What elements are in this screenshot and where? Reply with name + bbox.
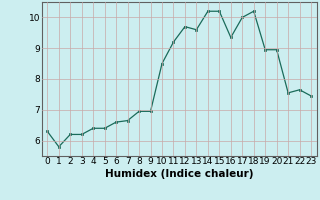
X-axis label: Humidex (Indice chaleur): Humidex (Indice chaleur) (105, 169, 253, 179)
